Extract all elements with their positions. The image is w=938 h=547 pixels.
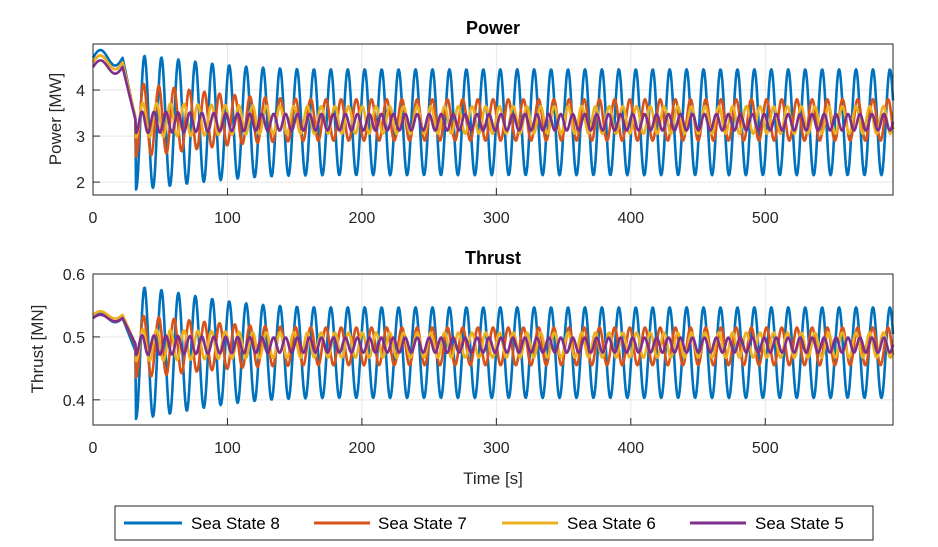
power-axis-layer: 0 100 200 300 400 500 2 3 4 <box>76 43 894 227</box>
legend-label-sea-state-5: Sea State 5 <box>755 514 844 533</box>
thrust-series-sea-state-7 <box>92 313 895 379</box>
legend-label-sea-state-8: Sea State 8 <box>191 514 280 533</box>
thrust-xtick-label: 100 <box>214 440 241 457</box>
thrust-ytick-label: 0.5 <box>63 330 85 347</box>
legend-entry-sea-state-6: Sea State 6 <box>502 514 656 533</box>
power-ytick-label: 4 <box>76 83 85 100</box>
power-title: Power <box>466 18 520 38</box>
power-series-sea-state-6 <box>91 54 895 139</box>
power-xtick-label: 200 <box>349 210 376 227</box>
legend-label-sea-state-7: Sea State 7 <box>378 514 467 533</box>
thrust-axis-layer: 0 100 200 300 400 500 0.4 0.5 0.6 <box>63 267 894 457</box>
thrust-ylabel: Thrust [MN] <box>28 305 47 394</box>
thrust-xlabel: Time [s] <box>463 469 523 488</box>
power-axes-box <box>92 43 894 196</box>
legend-label-sea-state-6: Sea State 6 <box>567 514 656 533</box>
thrust-series-sea-state-6 <box>92 309 895 363</box>
power-axes: Power Power [MW] 0 100 200 300 400 500 2 3 4 <box>46 18 895 227</box>
power-series-sea-state-5 <box>91 59 895 135</box>
thrust-ytick-label: 0.4 <box>63 393 85 410</box>
power-xtick-label: 100 <box>214 210 241 227</box>
thrust-xtick-label: 300 <box>483 440 510 457</box>
thrust-xtick-label: 200 <box>349 440 376 457</box>
power-series-sea-state-8 <box>91 48 895 191</box>
power-xtick-label: 400 <box>617 210 644 227</box>
thrust-axes-box <box>92 273 894 426</box>
legend-entry-sea-state-7: Sea State 7 <box>314 514 467 533</box>
power-ylabel: Power [MW] <box>46 73 65 166</box>
thrust-series-sea-state-5 <box>92 313 895 357</box>
thrust-title: Thrust <box>465 248 521 268</box>
thrust-xtick-label: 0 <box>89 440 98 457</box>
legend: Sea State 8 Sea State 7 Sea State 6 Sea … <box>114 505 874 541</box>
thrust-series-layer <box>92 286 895 421</box>
thrust-ytick-label: 0.6 <box>63 267 85 284</box>
thrust-series-sea-state-8 <box>92 286 895 421</box>
power-ytick-label: 3 <box>76 129 85 146</box>
legend-entry-sea-state-5: Sea State 5 <box>690 514 844 533</box>
legend-box <box>114 505 874 541</box>
power-xtick-label: 0 <box>89 210 98 227</box>
thrust-xtick-label: 500 <box>752 440 779 457</box>
thrust-axes: Thrust Thrust [MN] Time [s] 0 100 200 300 40… <box>28 248 895 488</box>
legend-entry-sea-state-8: Sea State 8 <box>124 514 280 533</box>
power-xtick-label: 300 <box>483 210 510 227</box>
thrust-xtick-label: 400 <box>617 440 644 457</box>
power-series-sea-state-7 <box>91 54 895 158</box>
power-ytick-label: 2 <box>76 175 85 192</box>
power-series-layer <box>91 48 895 191</box>
power-xtick-label: 500 <box>752 210 779 227</box>
